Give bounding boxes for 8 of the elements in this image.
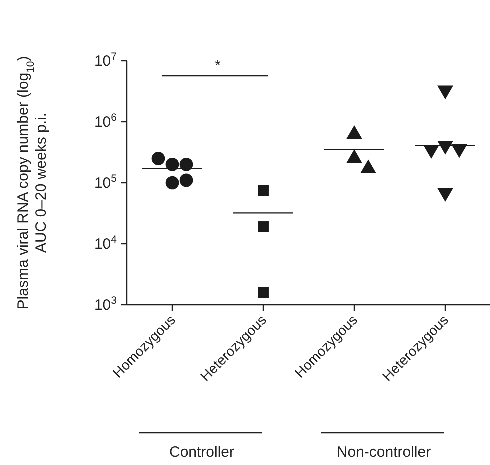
y-tick-label: 10$^{5}$ — [94, 173, 118, 192]
annotation: * — [215, 57, 222, 73]
y-tick-label: 10$^{4}$ — [94, 234, 118, 253]
y-tick-label: 10$^{7}$ — [94, 51, 118, 70]
y-tick-label: 10$^{3}$ — [94, 295, 118, 314]
text: Controller — [169, 444, 235, 461]
text: Non-controller — [336, 444, 432, 461]
y-tick-label: 10$^{6}$ — [94, 112, 118, 131]
